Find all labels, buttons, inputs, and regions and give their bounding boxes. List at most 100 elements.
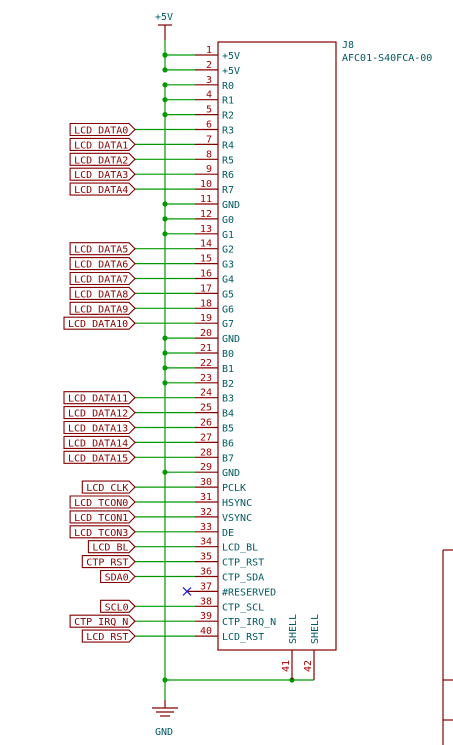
- pin-number: 5: [206, 105, 212, 116]
- net-label-text: SCL0: [105, 602, 129, 613]
- pin-number: 4: [206, 90, 212, 101]
- pin-number: 37: [200, 581, 212, 592]
- pin-number: 21: [200, 343, 212, 354]
- pin-number: 40: [200, 626, 212, 637]
- pin-2: 2 +5V: [195, 60, 240, 77]
- pin-22: 22 B1: [195, 358, 234, 375]
- pin-name: GND: [222, 468, 240, 479]
- net-label-lcd-data15: LCD_DATA15: [63, 450, 136, 464]
- pin-number: 41: [281, 660, 292, 672]
- pin-number: 34: [200, 537, 212, 548]
- pin-name: B2: [222, 379, 234, 390]
- pin-15: 15 G3: [195, 254, 234, 271]
- net-label-text: CTP_RST: [86, 558, 128, 569]
- pin-number: 42: [303, 660, 314, 672]
- pin-name: B0: [222, 349, 234, 360]
- pin-13: 13 G1: [195, 224, 234, 241]
- pin-14: 14 G2: [195, 239, 234, 256]
- pin-number: 24: [200, 388, 212, 399]
- pin-name: R0: [222, 81, 234, 92]
- pin-number: 29: [200, 462, 212, 473]
- pin-name: CTP_SCL: [222, 602, 264, 613]
- pin-name: G5: [222, 289, 234, 300]
- net-label-lcd-rst: LCD_RST: [81, 629, 136, 643]
- pin-35: 35 CTP_RST: [195, 552, 264, 569]
- no-connect-marker: [182, 586, 192, 596]
- pin-name: R1: [222, 96, 234, 107]
- pin-number: 33: [200, 522, 212, 533]
- pin-name: DE: [222, 528, 234, 539]
- pin-name: SHELL: [310, 614, 321, 644]
- pin-23: 23 B2: [195, 373, 234, 390]
- net-label-text: LCD_DATA14: [68, 438, 128, 449]
- net-label-text: LCD_BL: [92, 543, 128, 554]
- net-label-lcd-data4: LCD_DATA4: [69, 182, 136, 196]
- net-label-text: LCD_DATA9: [74, 304, 128, 315]
- pin-number: 12: [200, 209, 212, 220]
- pin-20: 20 GND: [195, 328, 240, 345]
- pin-31: 31 HSYNC: [195, 492, 252, 509]
- net-label-lcd-data11: LCD_DATA11: [63, 391, 136, 405]
- pin-name: G4: [222, 275, 234, 286]
- junction-gnd: [162, 677, 168, 683]
- net-label-lcd-data14: LCD_DATA14: [63, 435, 136, 449]
- pin-32: 32 VSYNC: [195, 507, 252, 524]
- pin-number: 38: [200, 596, 212, 607]
- net-label-text: LCD_CLK: [86, 483, 128, 494]
- pin-6: 6 R3: [195, 120, 234, 137]
- pin-number: 35: [200, 552, 212, 563]
- pin-number: 20: [200, 328, 212, 339]
- pin-3: 3 R0: [195, 75, 234, 92]
- pin-1: 1 +5V: [195, 45, 240, 62]
- pin-name: R5: [222, 155, 234, 166]
- pin-number: 36: [200, 567, 212, 578]
- pin-7: 7 R4: [195, 134, 234, 151]
- pin-number: 15: [200, 254, 212, 265]
- net-label-text: LCD_TCON1: [74, 513, 128, 524]
- pin-number: 27: [200, 432, 212, 443]
- net-label-lcd-data12: LCD_DATA12: [63, 406, 136, 420]
- pin-30: 30 PCLK: [195, 477, 246, 494]
- pin-name: SHELL: [288, 614, 299, 644]
- net-label-text: LCD_DATA11: [68, 394, 128, 405]
- pin-38: 38 CTP_SCL: [195, 596, 264, 613]
- net-label-lcd-data7: LCD_DATA7: [69, 271, 136, 286]
- pin-name: R7: [222, 185, 234, 196]
- adjacent-component-edge: [442, 549, 453, 745]
- pin-17: 17 G5: [195, 283, 234, 300]
- pin-name: LCD_RST: [222, 632, 264, 643]
- pin-39: 39 CTP_IRQ_N: [195, 611, 276, 628]
- pin-name: GND: [222, 200, 240, 211]
- net-label-text: LCD_DATA10: [68, 319, 128, 330]
- net-label-text: LCD_DATA1: [74, 140, 128, 151]
- pin-33: 33 DE: [195, 522, 234, 539]
- pin-name: R3: [222, 126, 234, 137]
- pin-name: R2: [222, 111, 234, 122]
- pin-name: G0: [222, 215, 234, 226]
- pin-number: 3: [206, 75, 212, 86]
- wires: [135, 40, 314, 700]
- net-label-text: LCD_RST: [86, 632, 128, 643]
- net-label-text: SDA0: [105, 573, 129, 584]
- pin-12: 12 G0: [195, 209, 234, 226]
- pin-24: 24 B3: [195, 388, 234, 405]
- net-label-text: LCD_DATA8: [74, 289, 128, 300]
- pin-number: 14: [200, 239, 212, 250]
- pin-4: 4 R1: [195, 90, 234, 107]
- power-label-gnd: GND: [155, 727, 173, 738]
- pin-5: 5 R2: [195, 105, 234, 122]
- pin-11: 11 GND: [195, 194, 240, 211]
- pin-number: 39: [200, 611, 212, 622]
- net-label-text: CTP_IRQ_N: [74, 617, 128, 628]
- pin-number: 1: [206, 45, 212, 56]
- net-label-lcd-tcon1: LCD_TCON1: [69, 510, 136, 524]
- shell-pin-42: 42 SHELL: [303, 614, 321, 680]
- pin-37: 37 #RESERVED: [187, 581, 276, 598]
- pin-number: 26: [200, 418, 212, 429]
- pin-number: 19: [200, 313, 212, 324]
- pin-27: 27 B6: [195, 432, 234, 449]
- pin-34: 34 LCD_BL: [195, 537, 258, 554]
- pin-number: 30: [200, 477, 212, 488]
- net-label-lcd-data1: LCD_DATA1: [69, 137, 136, 151]
